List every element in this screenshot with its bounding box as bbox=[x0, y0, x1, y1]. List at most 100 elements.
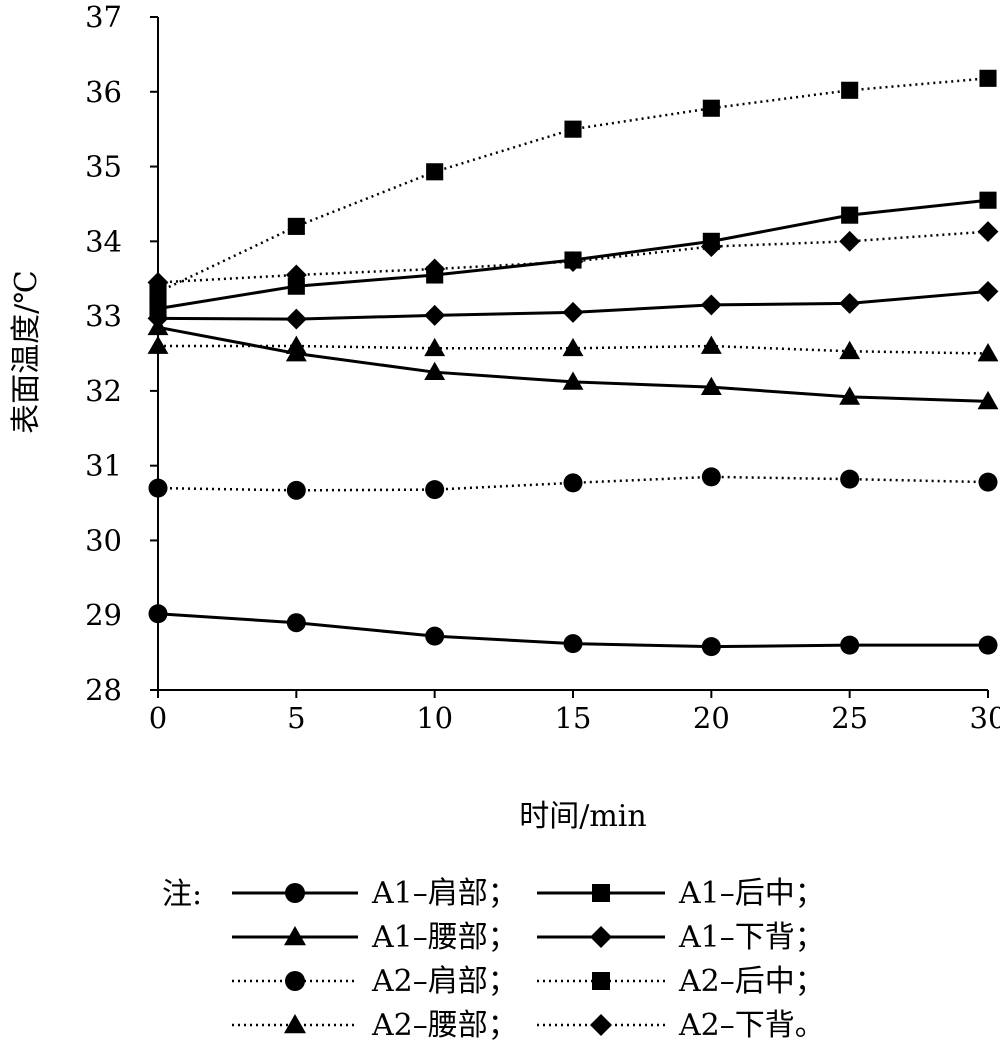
x-tick-label: 25 bbox=[831, 701, 868, 735]
y-tick-label: 32 bbox=[85, 374, 122, 408]
data-point bbox=[977, 390, 999, 410]
data-point bbox=[841, 81, 859, 99]
y-tick-label: 37 bbox=[85, 0, 122, 34]
legend-entry: A1–腰部； bbox=[232, 920, 518, 955]
y-tick-label: 36 bbox=[85, 75, 122, 109]
y-tick-label: 30 bbox=[85, 523, 122, 557]
legend-label: A1–腰部； bbox=[371, 920, 518, 955]
series-5 bbox=[148, 467, 998, 500]
data-point bbox=[424, 361, 446, 381]
data-point bbox=[563, 473, 583, 493]
data-point bbox=[425, 480, 445, 500]
legend-prefix: 注: bbox=[162, 877, 202, 912]
data-point bbox=[147, 272, 169, 293]
data-point bbox=[287, 277, 305, 295]
data-point bbox=[562, 301, 584, 323]
y-tick-label: 33 bbox=[85, 299, 122, 333]
data-point bbox=[700, 236, 722, 258]
data-point bbox=[285, 264, 307, 286]
legend-label: A1–后中； bbox=[678, 876, 825, 911]
legend-entry: A1–肩部； bbox=[232, 876, 518, 911]
data-point bbox=[839, 292, 861, 314]
series-6 bbox=[149, 69, 997, 301]
legend-marker bbox=[592, 972, 610, 990]
x-tick-label: 15 bbox=[555, 701, 592, 735]
legend-label: A2–腰部； bbox=[371, 1008, 518, 1043]
legend-marker bbox=[284, 926, 306, 946]
legend-marker bbox=[284, 1014, 306, 1034]
legend-entry: A2–腰部； bbox=[232, 1008, 518, 1043]
data-point bbox=[839, 340, 861, 360]
series-7 bbox=[147, 335, 999, 362]
x-tick-label: 5 bbox=[287, 701, 305, 735]
data-point bbox=[424, 304, 446, 326]
data-point bbox=[147, 307, 169, 329]
data-point bbox=[700, 335, 722, 354]
legend-label: A1–肩部； bbox=[371, 876, 518, 911]
x-tick-label: 10 bbox=[416, 701, 453, 735]
legend-entry: A1–下背； bbox=[537, 920, 825, 955]
y-tick-label: 31 bbox=[85, 449, 122, 483]
legend-marker bbox=[590, 926, 612, 948]
y-tick-label: 34 bbox=[85, 224, 122, 258]
data-point bbox=[562, 337, 584, 357]
legend-label: A1–下背； bbox=[678, 920, 825, 955]
x-tick-label: 30 bbox=[970, 701, 1000, 735]
series-3 bbox=[147, 316, 999, 410]
legend-marker bbox=[590, 1014, 612, 1036]
data-point bbox=[562, 371, 584, 390]
data-point bbox=[701, 637, 721, 657]
legend-entry: A2–下背。 bbox=[537, 1008, 825, 1043]
y-axis-label: 表面温度/℃ bbox=[9, 270, 44, 434]
data-point bbox=[978, 635, 998, 655]
x-tick-label: 20 bbox=[693, 701, 730, 735]
data-point bbox=[562, 251, 584, 272]
data-point bbox=[285, 335, 307, 354]
data-point bbox=[840, 635, 860, 655]
legend-entry: A1–后中； bbox=[537, 876, 825, 911]
data-point bbox=[700, 294, 722, 316]
series-layer bbox=[147, 69, 999, 657]
data-point bbox=[978, 472, 998, 492]
y-tick-label: 29 bbox=[85, 598, 122, 632]
data-point bbox=[287, 217, 305, 235]
legend-entry: A2–肩部； bbox=[232, 964, 518, 999]
data-point bbox=[977, 343, 999, 362]
legend-label: A2–下背。 bbox=[678, 1008, 825, 1043]
data-point bbox=[426, 163, 444, 181]
y-tick-label: 28 bbox=[85, 673, 122, 707]
legend-marker bbox=[592, 884, 610, 902]
data-point bbox=[424, 258, 446, 280]
data-point bbox=[979, 191, 997, 209]
data-point bbox=[286, 613, 306, 633]
data-point bbox=[285, 308, 307, 330]
data-point bbox=[701, 467, 721, 487]
series-8 bbox=[147, 221, 999, 293]
data-point bbox=[841, 206, 859, 224]
x-axis-label: 时间/min bbox=[519, 799, 646, 834]
data-point bbox=[977, 280, 999, 302]
series-1 bbox=[148, 604, 998, 657]
data-point bbox=[839, 386, 861, 405]
data-point bbox=[700, 376, 722, 395]
data-point bbox=[424, 337, 446, 357]
axes: 28 29 30 31 32 33 34 35 36 37 0 5 10 15 20 25 30 bbox=[85, 0, 1000, 735]
data-point bbox=[564, 120, 582, 138]
y-tick-label: 35 bbox=[85, 150, 122, 184]
legend: 注: A1–肩部； A1–后中； A1–腰部； A1–下背； A2–肩部； A2–后中； A… bbox=[162, 876, 825, 1043]
data-point bbox=[148, 478, 168, 498]
data-point bbox=[286, 480, 306, 500]
legend-entry: A2–后中； bbox=[537, 964, 825, 999]
series-4 bbox=[147, 280, 999, 330]
data-point bbox=[425, 626, 445, 646]
data-point bbox=[563, 634, 583, 654]
data-point bbox=[702, 99, 720, 117]
legend-label: A2–后中； bbox=[678, 964, 825, 999]
data-point bbox=[840, 469, 860, 489]
data-point bbox=[977, 221, 999, 243]
legend-marker bbox=[285, 883, 305, 903]
data-point bbox=[979, 69, 997, 87]
data-point bbox=[147, 335, 169, 354]
